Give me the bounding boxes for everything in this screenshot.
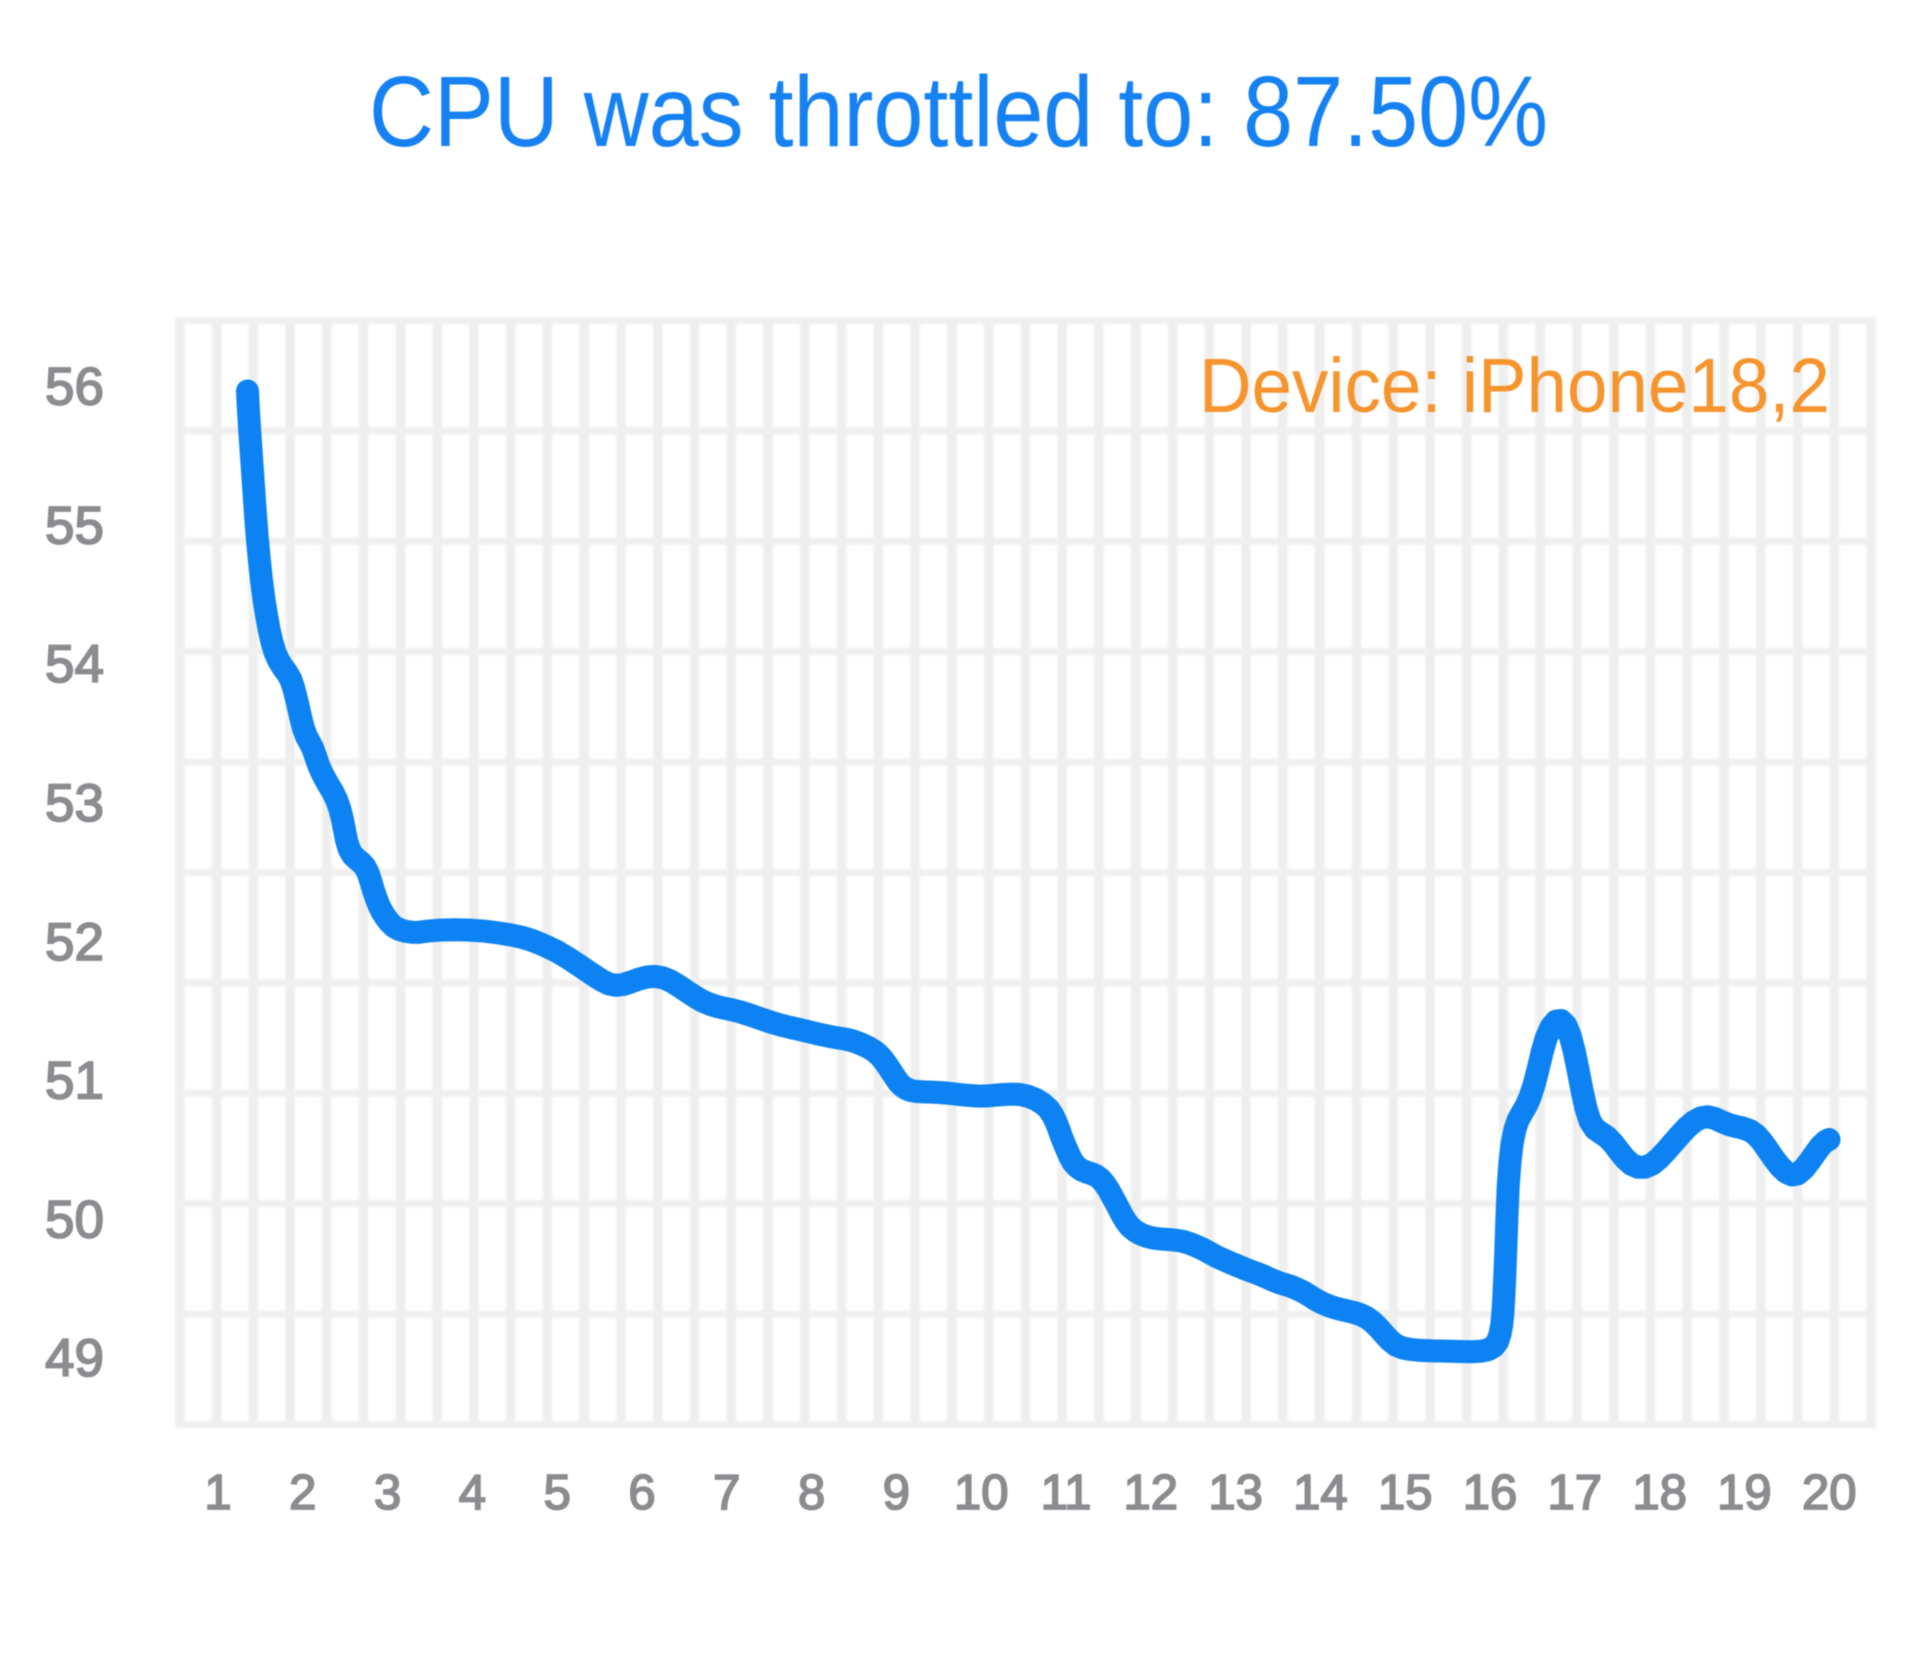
svg-text:14: 14: [1293, 1466, 1348, 1520]
svg-text:6: 6: [628, 1466, 655, 1520]
svg-text:16: 16: [1463, 1466, 1518, 1520]
svg-text:52: 52: [45, 913, 104, 972]
svg-text:15: 15: [1378, 1466, 1433, 1520]
svg-text:13: 13: [1208, 1466, 1263, 1520]
svg-text:2: 2: [289, 1466, 316, 1520]
svg-text:12: 12: [1124, 1466, 1179, 1520]
svg-text:20: 20: [1802, 1466, 1857, 1520]
svg-text:8: 8: [798, 1466, 825, 1520]
svg-text:1: 1: [204, 1466, 231, 1520]
svg-text:9: 9: [883, 1466, 910, 1520]
svg-text:56: 56: [45, 358, 104, 417]
svg-text:5: 5: [544, 1466, 571, 1520]
svg-text:Device: iPhone18,2: Device: iPhone18,2: [1199, 343, 1830, 429]
svg-text:19: 19: [1717, 1466, 1772, 1520]
svg-text:51: 51: [45, 1052, 104, 1111]
svg-text:11: 11: [1041, 1466, 1092, 1520]
svg-text:7: 7: [713, 1466, 740, 1520]
svg-text:CPU was throttled to: 87.50%: CPU was throttled to: 87.50%: [369, 56, 1548, 168]
svg-text:3: 3: [374, 1466, 401, 1520]
svg-text:4: 4: [459, 1466, 486, 1520]
svg-text:10: 10: [954, 1466, 1009, 1520]
svg-text:49: 49: [45, 1329, 104, 1388]
svg-text:50: 50: [45, 1190, 104, 1249]
svg-text:54: 54: [45, 635, 104, 694]
svg-text:55: 55: [45, 496, 104, 555]
svg-text:53: 53: [45, 774, 104, 833]
svg-text:18: 18: [1632, 1466, 1687, 1520]
svg-text:17: 17: [1548, 1466, 1603, 1520]
